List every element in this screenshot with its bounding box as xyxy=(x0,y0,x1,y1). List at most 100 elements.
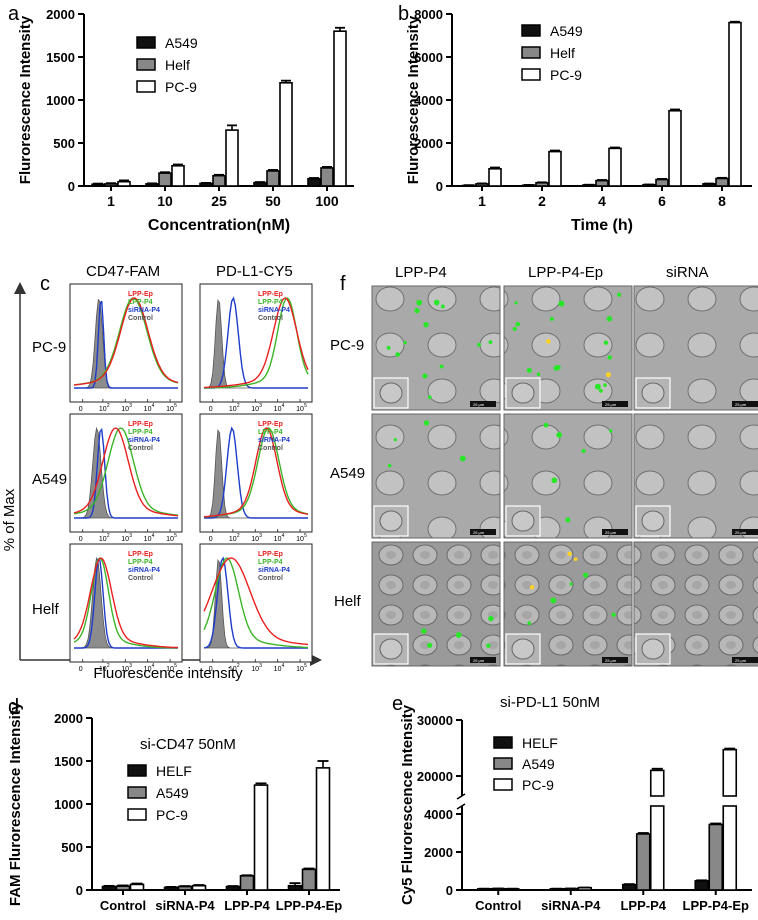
row-label-a549: A549 xyxy=(32,471,67,488)
histogram-tick-base: 10 xyxy=(121,666,129,673)
col-header-pdl1: PD-L1-CY5 xyxy=(216,263,293,280)
fluorescence-spot xyxy=(549,316,554,321)
fluorescence-spot xyxy=(598,388,603,393)
fluorescence-spot xyxy=(387,463,392,468)
fluorescence-spot xyxy=(606,316,613,322)
y-tick-label: 2000 xyxy=(414,136,443,151)
y-tick-label: 0 xyxy=(68,179,75,194)
x-tick-label: 6 xyxy=(658,193,666,209)
bar-pc-9 xyxy=(608,147,622,187)
bar-helf xyxy=(101,885,117,891)
fluorescence-spot xyxy=(536,372,541,377)
x-tick-label: 50 xyxy=(265,193,281,209)
histogram-tick-exp: 3 xyxy=(129,403,132,409)
fluorescence-spot xyxy=(488,615,494,622)
histogram-legend-label: LPP-Ep xyxy=(258,551,283,558)
bar-pc-9-upper xyxy=(722,748,738,797)
x-tick-label: 25 xyxy=(211,193,227,209)
flow-xlabel: Fluorescence intensity xyxy=(93,665,243,682)
histogram-tick-exp: 4 xyxy=(152,533,155,539)
inset-cell xyxy=(511,638,535,660)
x-tick-label: 2 xyxy=(538,193,546,209)
inset-cell xyxy=(379,638,403,660)
bar-pc-9 xyxy=(129,883,145,891)
scale-bar-label: 25 μm xyxy=(735,658,747,663)
histogram-legend-label: siRNA-P4 xyxy=(258,437,290,444)
axis-break-mark xyxy=(456,803,466,810)
scale-bar-label: 25 μm xyxy=(473,402,485,407)
legend-swatch-helf xyxy=(136,58,156,71)
fluorescence-spot xyxy=(395,352,400,357)
y-tick-label: 1000 xyxy=(54,797,83,812)
bar-a549 xyxy=(239,875,255,891)
micro-col-lpp-p4-ep: LPP-P4-Ep xyxy=(528,264,603,281)
fluorescence-spot xyxy=(569,582,573,586)
histogram-lpp-ep xyxy=(203,427,309,518)
fluorescence-spot xyxy=(486,643,491,648)
bar-a549 xyxy=(115,885,131,891)
panel-letter-b: b xyxy=(398,3,409,25)
scale-bar-label: 25 μm xyxy=(605,530,617,535)
legend-swatch-pc-9 xyxy=(493,778,513,791)
scale-bar-label: 25 μm xyxy=(735,402,747,407)
bar-pc-9-upper xyxy=(649,769,665,797)
histogram-tick-exp: 5 xyxy=(304,533,307,539)
histogram-sirna-p4 xyxy=(74,427,178,519)
bar-pc-9 xyxy=(253,784,269,891)
bar-pc-9 xyxy=(171,164,185,187)
chart-title: si-PD-L1 50nM xyxy=(500,694,600,711)
fluorescence-spot xyxy=(439,364,444,369)
histogram-tick-base: 10 xyxy=(274,666,282,673)
bar-helf xyxy=(320,167,334,187)
bar-helf xyxy=(715,177,729,187)
legend-swatch-helf xyxy=(521,46,541,59)
bar-helf xyxy=(212,174,226,187)
bar-helf xyxy=(158,172,172,187)
histogram-tick-exp: 3 xyxy=(129,663,132,669)
bar-helf xyxy=(621,883,637,891)
fluorescence-spot xyxy=(527,621,532,625)
fluorescence-spot xyxy=(529,584,535,590)
histogram-tick-exp: 5 xyxy=(304,663,307,669)
chart-e: 0 2000 4000 20000 30000 Control siRNA-P4 LPP-P4… xyxy=(399,694,752,913)
y-tick-label: 1500 xyxy=(54,754,83,769)
bar-a549 xyxy=(253,181,267,187)
histogram-legend-label: siRNA-P4 xyxy=(258,567,290,574)
legend-label: Helf xyxy=(550,45,575,61)
legend-label: HELF xyxy=(522,735,558,751)
y-tick-label: 2000 xyxy=(46,7,75,22)
bar-pc-9 xyxy=(191,884,207,891)
histogram-sirna-p4 xyxy=(203,556,308,649)
histogram-legend-label: LPP-Ep xyxy=(258,291,283,298)
fluorescence-spot xyxy=(433,299,440,306)
histogram-tick-base: 10 xyxy=(296,406,304,413)
microscopy-image xyxy=(371,413,501,539)
histogram-tick-base: 10 xyxy=(166,666,174,673)
fluorescence-spot xyxy=(583,572,589,578)
bar-helf xyxy=(595,179,609,187)
histogram-legend-label: Control xyxy=(128,575,153,582)
histogram-tick-label: 0 xyxy=(209,406,213,413)
legend-label: A549 xyxy=(522,756,555,772)
fluorescence-spot xyxy=(488,340,493,345)
histogram-legend-label: LPP-Ep xyxy=(128,291,153,298)
y-tick-label: 4000 xyxy=(424,807,453,822)
x-tick-label: 1 xyxy=(478,193,486,209)
y-tick-label: 1000 xyxy=(46,93,75,108)
histogram-tick-exp: 2 xyxy=(237,403,240,409)
fluorescence-spot xyxy=(526,367,532,373)
legend-label: A549 xyxy=(550,23,583,39)
histogram-legend-label: LPP-P4 xyxy=(128,429,153,436)
col-header-cd47: CD47-FAM xyxy=(86,263,160,280)
inset-cell xyxy=(641,382,665,404)
scale-bar-label: 25 μm xyxy=(473,658,485,663)
y-tick-label: 4000 xyxy=(414,93,443,108)
histogram-tick-exp: 2 xyxy=(107,663,110,669)
panel-letter-a: a xyxy=(8,3,20,25)
fluorescence-spot xyxy=(550,597,557,604)
histogram-tick-exp: 4 xyxy=(282,403,285,409)
y-tick-label: 1500 xyxy=(46,50,75,65)
histogram-legend-label: siRNA-P4 xyxy=(128,307,160,314)
histogram-tick-exp: 3 xyxy=(259,403,262,409)
histogram-legend-label: siRNA-P4 xyxy=(258,307,290,314)
